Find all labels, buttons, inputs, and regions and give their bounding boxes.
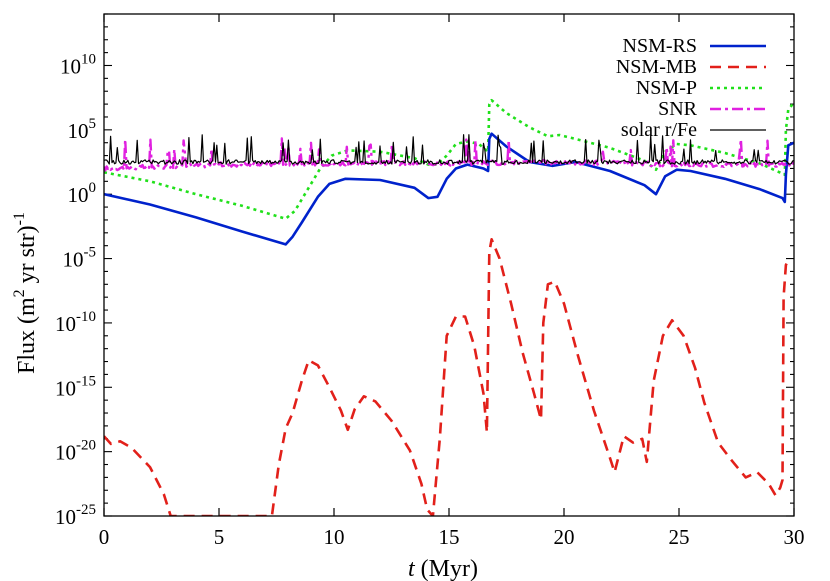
x-tick-label: 5 — [214, 525, 225, 549]
y-tick-label: 10-10 — [55, 309, 96, 336]
legend-label: NSM-P — [636, 77, 697, 99]
y-tick-label: 1010 — [60, 51, 96, 78]
series-line-nsm-mb — [104, 238, 791, 516]
y-tick-label: 10-5 — [63, 245, 97, 272]
y-tick-label: 100 — [68, 180, 97, 207]
x-tick-label: 25 — [669, 525, 690, 549]
series-line-solar-r-fe — [104, 134, 794, 165]
plot-area — [104, 98, 794, 516]
y-axis-label: Flux (m2 yr str)-1 — [11, 212, 40, 374]
legend-label: SNR — [658, 98, 698, 120]
x-tick-label: 30 — [784, 525, 805, 549]
series-line-nsm-p — [104, 98, 794, 220]
y-axis-ticks: 10-25 10-20 10-15 10-10 10-5 100 105 1010 — [55, 13, 794, 529]
plot-frame — [103, 13, 795, 517]
x-axis-label: t (Myr) — [408, 556, 478, 581]
legend-label: solar r/Fe — [621, 119, 697, 141]
y-tick-label: 105 — [68, 116, 97, 143]
x-tick-label: 10 — [324, 525, 345, 549]
x-tick-label: 20 — [554, 525, 575, 549]
x-tick-label: 0 — [99, 525, 110, 549]
legend-label: NSM-RS — [623, 35, 697, 57]
legend-label: NSM-MB — [616, 56, 697, 78]
series-layer — [104, 98, 794, 516]
x-axis-ticks: 0 5 10 15 20 25 30 — [99, 14, 805, 549]
series-line-nsm-rs — [104, 132, 794, 246]
x-tick-label: 15 — [439, 525, 460, 549]
y-tick-label: 10-25 — [55, 502, 96, 529]
series-line-snr — [104, 137, 794, 172]
y-tick-label: 10-20 — [55, 438, 96, 465]
y-tick-label: 10-15 — [55, 373, 96, 400]
